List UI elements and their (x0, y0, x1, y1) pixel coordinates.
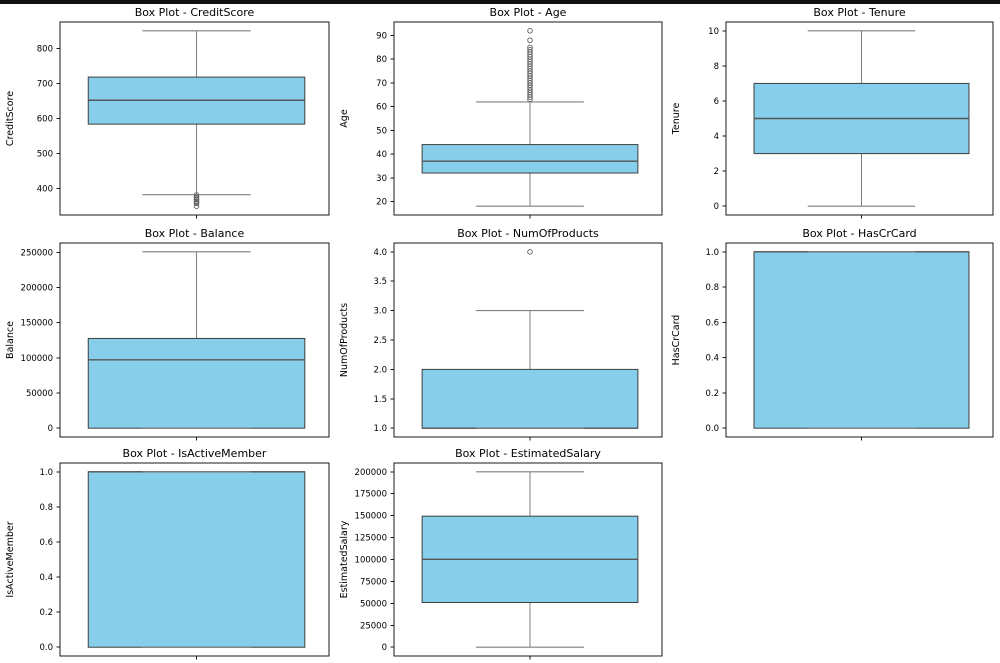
y-tick-label: 125000 (355, 534, 387, 544)
y-tick-label: 60 (376, 103, 387, 113)
outlier-point (527, 44, 533, 51)
y-tick-label: 1.5 (373, 395, 387, 405)
y-tick-label: 90 (376, 32, 387, 42)
subplot-title: Box Plot - Age (490, 6, 567, 19)
outlier-point (527, 28, 533, 34)
y-tick-label: 0.0 (39, 643, 53, 653)
y-axis-label: EstimatedSalary (339, 520, 350, 598)
y-tick-label: 50000 (360, 599, 387, 609)
y-tick-label: 0.6 (39, 538, 53, 548)
y-tick-label: 6 (714, 97, 719, 107)
y-tick-label: 0.4 (705, 354, 719, 364)
y-tick-label: 3.5 (373, 277, 387, 287)
y-tick-label: 0 (714, 202, 719, 212)
y-axis-label: Age (339, 109, 350, 128)
window-top-border (0, 0, 1000, 4)
subplot-title: Box Plot - IsActiveMember (123, 447, 267, 460)
y-tick-label: 2.0 (373, 365, 387, 375)
y-tick-label: 8 (714, 62, 719, 72)
y-tick-label: 0 (382, 643, 387, 653)
y-tick-label: 150000 (21, 319, 53, 329)
y-tick-label: 1.0 (39, 468, 53, 478)
y-tick-label: 0.2 (39, 608, 53, 618)
y-tick-label: 30 (376, 174, 387, 184)
y-tick-label: 175000 (355, 490, 387, 500)
y-tick-label: 150000 (355, 512, 387, 522)
outlier-point (193, 200, 200, 207)
outlier-point (527, 249, 533, 255)
y-tick-label: 50 (376, 126, 387, 136)
subplot-title: Box Plot - CreditScore (135, 6, 255, 19)
y-tick-label: 2.5 (373, 336, 387, 346)
outlier-point (193, 203, 200, 209)
y-tick-label: 100000 (355, 556, 387, 566)
y-tick-label: 10 (708, 27, 719, 37)
y-tick-label: 50000 (26, 389, 53, 399)
subplot-title: Box Plot - EstimatedSalary (455, 447, 601, 460)
y-axis-label: IsActiveMember (5, 521, 16, 597)
y-axis-label: CreditScore (5, 91, 16, 146)
y-tick-label: 25000 (360, 621, 387, 631)
iqr-box (421, 144, 639, 174)
y-tick-label: 0.8 (39, 503, 53, 513)
y-tick-label: 70 (376, 79, 387, 89)
iqr-box (753, 251, 970, 429)
outlier-point (527, 37, 533, 44)
subplot-title: Box Plot - Balance (145, 227, 245, 240)
y-tick-label: 0.0 (705, 424, 719, 434)
y-axis-label: Balance (5, 321, 16, 359)
y-tick-label: 80 (376, 55, 387, 65)
y-tick-label: 600 (37, 115, 53, 125)
y-tick-label: 0.4 (39, 573, 53, 583)
y-tick-label: 4 (714, 132, 719, 142)
y-axis-label: HasCrCard (671, 315, 682, 366)
y-tick-label: 250000 (21, 248, 53, 258)
y-axis-label: NumOfProducts (339, 303, 350, 377)
y-tick-label: 20 (376, 197, 387, 207)
y-tick-label: 75000 (360, 577, 387, 587)
y-tick-label: 0.6 (705, 318, 719, 328)
y-tick-label: 500 (37, 150, 53, 160)
y-tick-label: 800 (37, 44, 53, 54)
iqr-box (87, 337, 306, 429)
subplot-title: Box Plot - NumOfProducts (457, 227, 599, 240)
y-tick-label: 400 (37, 185, 53, 195)
y-tick-label: 1.0 (705, 248, 719, 258)
y-tick-label: 100000 (21, 354, 53, 364)
y-axis-label: Tenure (671, 103, 682, 136)
y-tick-label: 4.0 (373, 248, 387, 258)
y-tick-label: 1.0 (373, 424, 387, 434)
y-tick-label: 700 (37, 79, 53, 89)
y-tick-label: 0.2 (705, 389, 719, 399)
subplot-title: Box Plot - HasCrCard (802, 227, 916, 240)
y-tick-label: 3.0 (373, 307, 387, 317)
outlier-point (527, 46, 533, 53)
y-tick-label: 200000 (355, 468, 387, 478)
iqr-box (421, 368, 639, 429)
iqr-box (87, 471, 306, 648)
y-tick-label: 0 (48, 424, 53, 434)
y-tick-label: 40 (376, 150, 387, 160)
y-tick-label: 2 (714, 167, 719, 177)
y-tick-label: 0.8 (705, 283, 719, 293)
subplot-title: Box Plot - Tenure (813, 6, 905, 19)
y-tick-label: 200000 (21, 284, 53, 294)
